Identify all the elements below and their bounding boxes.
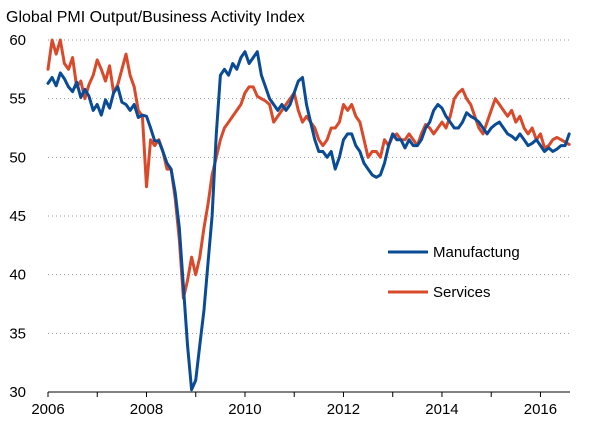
x-tick-label: 2006 (31, 401, 64, 418)
x-tick-label: 2010 (228, 401, 261, 418)
y-axis-ticks: 30 35 40 45 50 55 60 (9, 32, 26, 401)
grid-lines (48, 39, 570, 334)
x-tick-label: 2008 (130, 401, 163, 418)
x-tick-label: 2014 (425, 401, 458, 418)
x-tick-label: 2012 (327, 401, 360, 418)
y-tick-label: 30 (9, 384, 26, 401)
legend-label-services: Services (433, 284, 491, 301)
y-tick-label: 55 (9, 91, 26, 108)
series-lines (46, 38, 571, 392)
y-tick-label: 60 (9, 32, 26, 49)
y-tick-label: 40 (9, 267, 26, 284)
legend-label-manufactung: Manufactung (433, 244, 520, 261)
y-tick-label: 50 (9, 149, 26, 166)
series-line-manufactung (46, 50, 571, 392)
chart-title: Global PMI Output/Business Activity Inde… (6, 9, 305, 26)
x-tick-label: 2016 (524, 401, 557, 418)
x-axis-ticks: 2006 2008 2010 2012 2014 2016 (31, 392, 557, 418)
legend: Manufactung Services (388, 244, 520, 301)
y-tick-label: 35 (9, 325, 26, 342)
y-tick-label: 45 (9, 208, 26, 225)
